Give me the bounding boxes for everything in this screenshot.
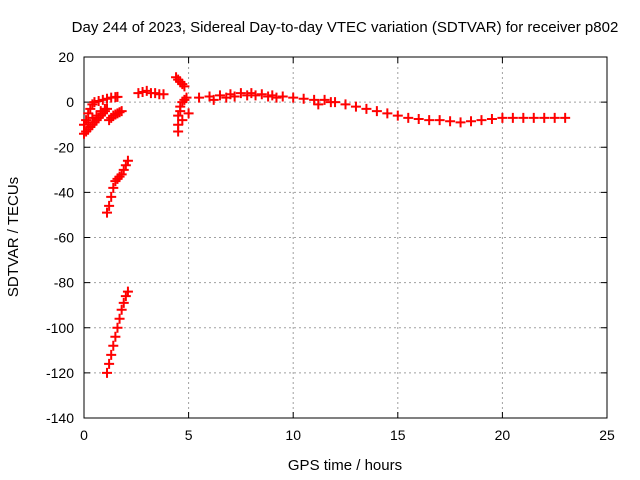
data-point — [263, 91, 274, 102]
data-point — [256, 89, 267, 100]
data-point — [108, 182, 119, 193]
data-point — [392, 110, 403, 121]
data-point — [298, 93, 309, 104]
data-point — [87, 99, 98, 110]
data-point — [507, 112, 518, 123]
data-point — [434, 115, 445, 126]
data-point — [340, 99, 351, 110]
data-point — [371, 106, 382, 117]
y-tick-label: -80 — [54, 275, 74, 291]
data-point — [518, 112, 529, 123]
data-point — [476, 115, 487, 126]
data-point — [271, 92, 282, 103]
y-tick-label: -120 — [46, 365, 74, 381]
data-point — [350, 101, 361, 112]
y-tick-label: 20 — [58, 49, 74, 65]
x-tick-label: 20 — [495, 427, 511, 443]
data-point — [455, 117, 466, 128]
data-point — [183, 108, 194, 119]
data-point — [114, 171, 125, 182]
x-tick-label: 5 — [185, 427, 193, 443]
data-point — [118, 164, 129, 175]
data-point — [179, 94, 190, 105]
data-point — [361, 103, 372, 114]
data-point — [194, 92, 205, 103]
data-point — [497, 112, 508, 123]
data-point — [313, 99, 324, 110]
x-tick-label: 10 — [285, 427, 301, 443]
data-point — [221, 92, 232, 103]
data-point — [325, 97, 336, 108]
data-point — [110, 331, 121, 342]
data-point — [235, 88, 246, 99]
data-point — [177, 115, 188, 126]
data-point — [319, 94, 330, 105]
data-point — [413, 114, 424, 125]
data-point — [250, 90, 261, 101]
data-point — [114, 313, 125, 324]
data-point — [99, 103, 110, 114]
data-point — [104, 358, 115, 369]
points-layer — [79, 72, 571, 378]
data-point — [445, 116, 456, 127]
y-tick-label: -20 — [54, 139, 74, 155]
data-point — [104, 200, 115, 211]
data-point — [528, 112, 539, 123]
data-point — [81, 115, 92, 126]
data-point — [486, 114, 497, 125]
data-point — [177, 79, 188, 90]
data-point — [288, 92, 299, 103]
data-point — [114, 107, 125, 118]
data-point — [539, 112, 550, 123]
data-point — [85, 103, 96, 114]
data-point — [229, 91, 240, 102]
data-point — [158, 89, 169, 100]
data-point — [120, 291, 131, 302]
x-tick-label: 0 — [80, 427, 88, 443]
data-point — [382, 108, 393, 119]
data-point — [181, 92, 192, 103]
data-point — [208, 94, 219, 105]
x-axis-label: GPS time / hours — [288, 457, 402, 474]
data-point — [122, 155, 133, 166]
data-point — [106, 349, 117, 360]
data-point — [403, 112, 414, 123]
data-point — [116, 106, 127, 117]
data-point — [106, 191, 117, 202]
y-tick-label: -100 — [46, 320, 74, 336]
data-point — [179, 81, 190, 92]
data-point — [108, 340, 119, 351]
data-point — [242, 90, 253, 101]
tick-layer: 0 5 10 15 20 25 -140 -120 -100 -80 -60 -40 -20 0 20 — [46, 49, 615, 443]
data-point — [424, 115, 435, 126]
x-tick-label: 25 — [599, 427, 615, 443]
data-point — [118, 297, 129, 308]
x-tick-label: 15 — [390, 427, 406, 443]
data-point — [214, 90, 225, 101]
data-point — [116, 169, 127, 180]
y-tick-label: -60 — [54, 230, 74, 246]
data-point — [112, 91, 123, 102]
data-point — [549, 112, 560, 123]
data-point — [116, 304, 127, 315]
grid-layer — [84, 57, 607, 418]
y-tick-label: -140 — [46, 410, 74, 426]
y-tick-label: -40 — [54, 184, 74, 200]
data-point — [277, 91, 288, 102]
data-point — [175, 101, 186, 112]
data-point — [120, 160, 131, 171]
data-point — [466, 116, 477, 127]
y-tick-label: 0 — [66, 94, 74, 110]
data-point — [122, 286, 133, 297]
data-point — [112, 322, 123, 333]
data-point — [102, 367, 113, 378]
data-point — [560, 112, 571, 123]
chart-title: Day 244 of 2023, Sidereal Day-to-day VTE… — [72, 19, 619, 36]
y-axis-label: SDTVAR / TECUs — [5, 177, 22, 297]
data-point — [102, 207, 113, 218]
